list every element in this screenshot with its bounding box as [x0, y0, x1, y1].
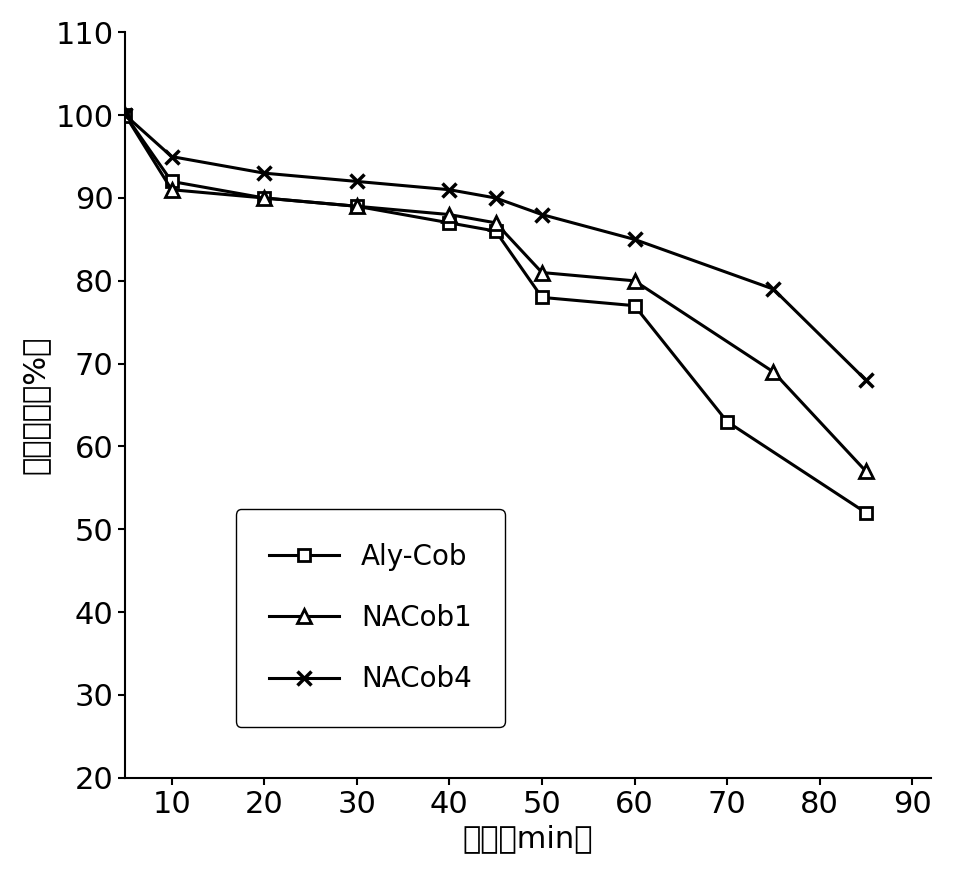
Legend: Aly-Cob, NACob1, NACob4: Aly-Cob, NACob1, NACob4 — [235, 510, 504, 726]
X-axis label: 时间（min）: 时间（min） — [462, 824, 593, 853]
Y-axis label: 相对酶活（%）: 相对酶活（%） — [21, 336, 50, 475]
